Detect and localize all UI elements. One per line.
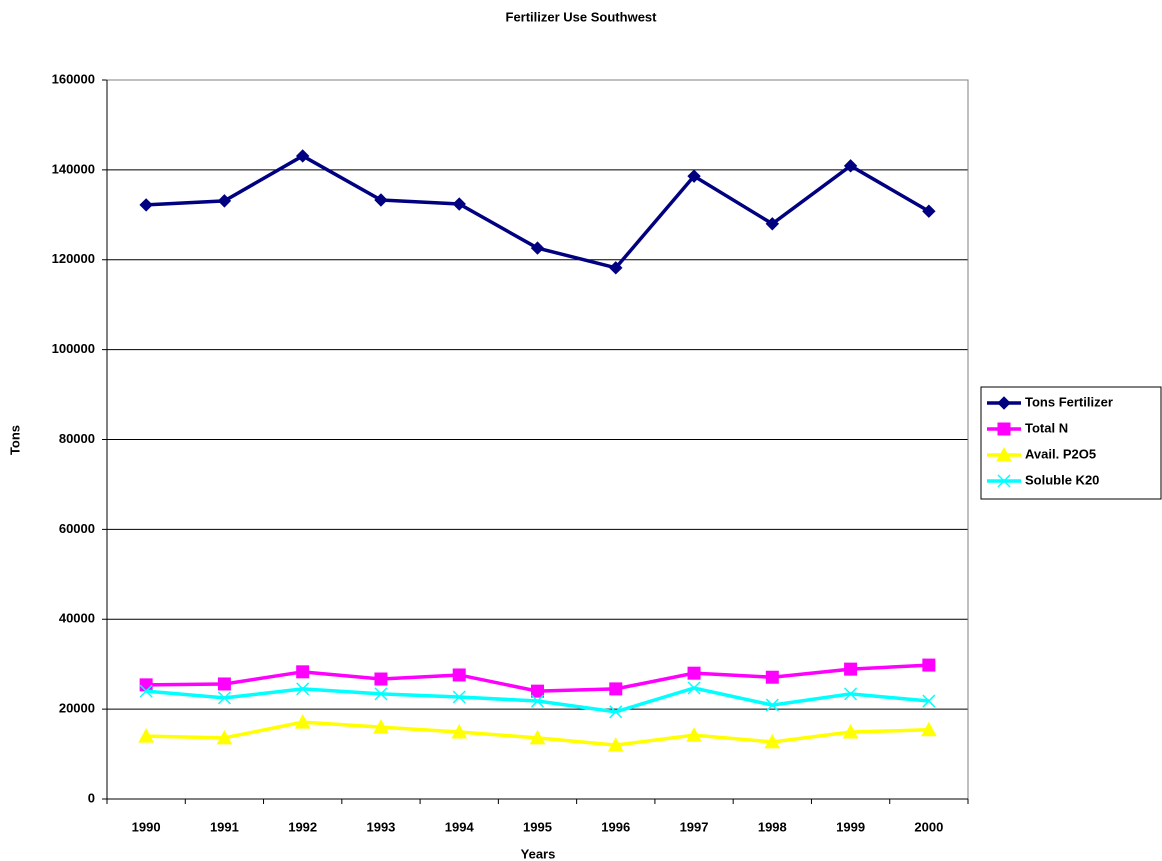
- marker: [687, 169, 701, 183]
- legend-label: Tons Fertilizer: [1025, 394, 1113, 409]
- marker: [374, 193, 388, 207]
- marker: [217, 691, 231, 705]
- marker: [373, 719, 389, 734]
- marker: [294, 714, 311, 729]
- x-tick-label: 1992: [288, 819, 317, 834]
- marker: [530, 694, 545, 708]
- y-tick-label: 160000: [52, 71, 95, 86]
- x-tick-label: 1998: [758, 819, 787, 834]
- marker: [139, 684, 153, 698]
- x-axis-label: Years: [521, 846, 556, 861]
- x-tick-label: 1996: [601, 819, 630, 834]
- marker: [530, 241, 545, 255]
- marker: [296, 665, 310, 679]
- marker: [374, 672, 388, 686]
- marker: [686, 727, 702, 742]
- chart-title: Fertilizer Use Southwest: [506, 9, 658, 24]
- marker: [765, 698, 779, 712]
- marker: [687, 666, 701, 680]
- marker: [765, 670, 779, 684]
- marker: [452, 690, 466, 704]
- marker: [374, 687, 388, 701]
- marker: [607, 737, 624, 752]
- marker: [452, 197, 466, 211]
- marker: [922, 204, 936, 218]
- marker: [217, 677, 231, 691]
- y-tick-label: 0: [88, 790, 95, 805]
- y-tick-label: 40000: [59, 611, 95, 626]
- marker: [452, 668, 466, 682]
- x-tick-label: 1993: [366, 819, 395, 834]
- x-tick-label: 1999: [836, 819, 865, 834]
- marker: [139, 198, 153, 212]
- marker: [922, 658, 936, 672]
- y-tick-label: 80000: [59, 431, 95, 446]
- legend-label: Soluble K20: [1025, 472, 1099, 487]
- marker: [844, 662, 858, 676]
- legend-marker: [996, 446, 1012, 462]
- marker: [764, 733, 781, 749]
- marker: [609, 261, 623, 275]
- y-tick-label: 60000: [59, 521, 95, 536]
- legend-marker: [997, 474, 1011, 488]
- marker: [217, 194, 232, 208]
- marker: [609, 705, 623, 719]
- x-tick-label: 1995: [523, 819, 552, 834]
- marker: [921, 721, 937, 737]
- y-tick-label: 20000: [59, 701, 95, 716]
- marker: [216, 729, 233, 745]
- marker: [922, 694, 936, 708]
- marker: [843, 159, 858, 173]
- x-tick-label: 1994: [445, 819, 475, 834]
- marker: [451, 723, 468, 739]
- marker: [138, 728, 154, 743]
- y-tick-label: 120000: [52, 251, 95, 266]
- marker: [295, 149, 310, 163]
- y-axis-label: Tons: [7, 425, 22, 455]
- marker: [842, 723, 859, 739]
- legend-label: Total N: [1025, 420, 1068, 435]
- marker: [687, 681, 701, 695]
- x-tick-label: 1991: [210, 819, 239, 834]
- y-tick-label: 140000: [52, 161, 95, 176]
- marker: [765, 217, 780, 231]
- marker: [531, 684, 544, 698]
- x-tick-label: 1990: [132, 819, 161, 834]
- marker: [609, 682, 623, 696]
- marker: [296, 682, 310, 696]
- legend-marker: [997, 422, 1011, 436]
- y-tick-label: 100000: [52, 341, 95, 356]
- marker: [529, 729, 546, 745]
- x-tick-label: 1997: [680, 819, 709, 834]
- x-tick-label: 2000: [914, 819, 943, 834]
- legend-marker: [997, 396, 1011, 410]
- marker: [139, 678, 153, 692]
- marker: [844, 687, 858, 701]
- legend-label: Avail. P2O5: [1025, 446, 1096, 461]
